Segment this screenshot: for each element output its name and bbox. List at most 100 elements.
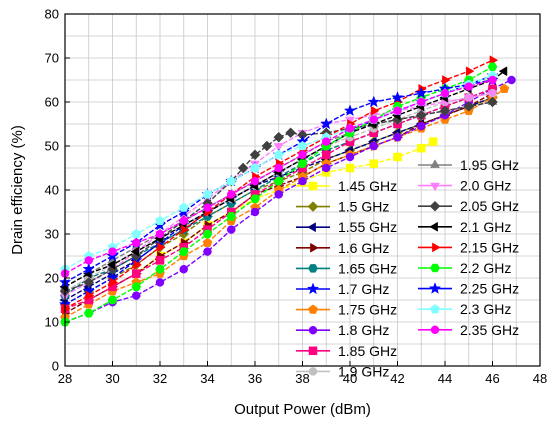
data-point [273, 143, 284, 152]
legend-item: 2.3 GHz [418, 301, 511, 317]
legend-label: 1.6 GHz [338, 240, 389, 256]
x-tick-label: 44 [438, 371, 452, 386]
legend-marker [430, 263, 440, 273]
data-point [249, 149, 261, 161]
series-line [64, 88, 505, 319]
x-tick-label: 36 [248, 371, 262, 386]
legend-item: 2.1 GHz [418, 219, 511, 235]
data-point [179, 216, 188, 226]
y-tick-label: 40 [45, 183, 59, 198]
data-point [155, 215, 165, 225]
legend-item: 1.8 GHz [296, 322, 389, 338]
data-point [488, 75, 497, 85]
x-tick-label: 30 [105, 371, 119, 386]
data-point [155, 229, 165, 239]
data-point [489, 55, 499, 66]
data-point [393, 106, 402, 116]
series-2-35-ghz [60, 75, 497, 278]
data-point [498, 66, 508, 77]
legend-item: 1.65 GHz [296, 260, 397, 276]
data-point [507, 75, 516, 85]
data-point [84, 256, 93, 265]
plot-series [58, 55, 516, 327]
data-point [369, 159, 378, 168]
data-point [274, 163, 283, 173]
data-point [369, 115, 378, 124]
legend-label: 1.5 GHz [338, 199, 389, 215]
data-point [487, 62, 498, 72]
data-point [130, 246, 140, 257]
legend-label: 1.65 GHz [338, 260, 397, 276]
legend-item: 1.6 GHz [296, 240, 389, 256]
legend-marker [308, 264, 318, 273]
y-axis-label: Drain efficiency (%) [9, 125, 26, 255]
legend-label: 1.85 GHz [338, 343, 397, 359]
y-tick-label: 60 [45, 95, 59, 110]
legend-marker [430, 304, 440, 314]
legend-label: 1.95 GHz [460, 157, 519, 173]
x-axis-label: Output Power (dBm) [234, 401, 371, 418]
data-point [178, 247, 189, 256]
data-point [83, 277, 95, 288]
legend-label: 1.75 GHz [338, 302, 397, 318]
y-tick-label: 10 [45, 315, 59, 330]
legend-marker [429, 221, 438, 232]
data-point [442, 75, 451, 85]
data-point [237, 162, 249, 174]
data-point [370, 105, 380, 116]
x-tick-label: 46 [485, 371, 499, 386]
data-point [440, 88, 450, 98]
legend-marker [429, 200, 441, 212]
legend-marker [307, 201, 319, 212]
data-point [297, 140, 308, 151]
data-point [463, 94, 474, 104]
data-point [157, 242, 166, 253]
data-point [463, 101, 475, 112]
legend-marker [430, 182, 440, 192]
data-point [393, 152, 402, 162]
data-point [155, 256, 165, 265]
axis-ticks: 28 30 32 34 36 38 40 42 44 46 48 0 10 20 30 40 50 60 70 80 [45, 7, 548, 387]
legend-item: 1.55 GHz [296, 219, 397, 235]
legend-item: 1.5 GHz [296, 199, 389, 215]
data-point [285, 127, 296, 139]
data-point [273, 149, 284, 159]
data-point [227, 225, 236, 234]
data-point [62, 303, 71, 314]
data-point [297, 159, 308, 168]
data-point [250, 162, 260, 173]
legend-marker [307, 222, 316, 233]
x-tick-label: 32 [153, 371, 167, 386]
legend-label: 2.1 GHz [460, 219, 511, 235]
data-point [465, 66, 475, 77]
data-point [85, 290, 95, 301]
legend-label: 2.35 GHz [460, 322, 519, 338]
data-point [108, 247, 117, 256]
y-tick-label: 0 [52, 359, 59, 374]
x-tick-label: 40 [343, 371, 357, 386]
legend-item: 1.45 GHz [296, 178, 397, 194]
data-point [106, 259, 116, 270]
data-point [109, 277, 119, 288]
x-tick-label: 28 [58, 371, 72, 386]
legend-label: 1.55 GHz [338, 219, 397, 235]
legend-label: 2.25 GHz [460, 281, 519, 297]
legend-marker [430, 159, 440, 168]
data-point [499, 83, 510, 93]
y-tick-label: 20 [45, 271, 59, 286]
legend-label: 2.15 GHz [460, 239, 519, 255]
data-point [178, 202, 189, 212]
data-point [322, 150, 331, 160]
x-tick-label: 48 [533, 371, 547, 386]
data-point [83, 308, 94, 318]
legend-item: 2.15 GHz [418, 239, 519, 255]
legend-item: 1.95 GHz [418, 157, 519, 173]
data-point [464, 82, 473, 91]
legend-label: 2.0 GHz [460, 178, 511, 194]
legend-item: 2.05 GHz [418, 198, 519, 214]
data-point [202, 229, 213, 239]
data-point [343, 104, 357, 117]
data-point [250, 194, 260, 204]
